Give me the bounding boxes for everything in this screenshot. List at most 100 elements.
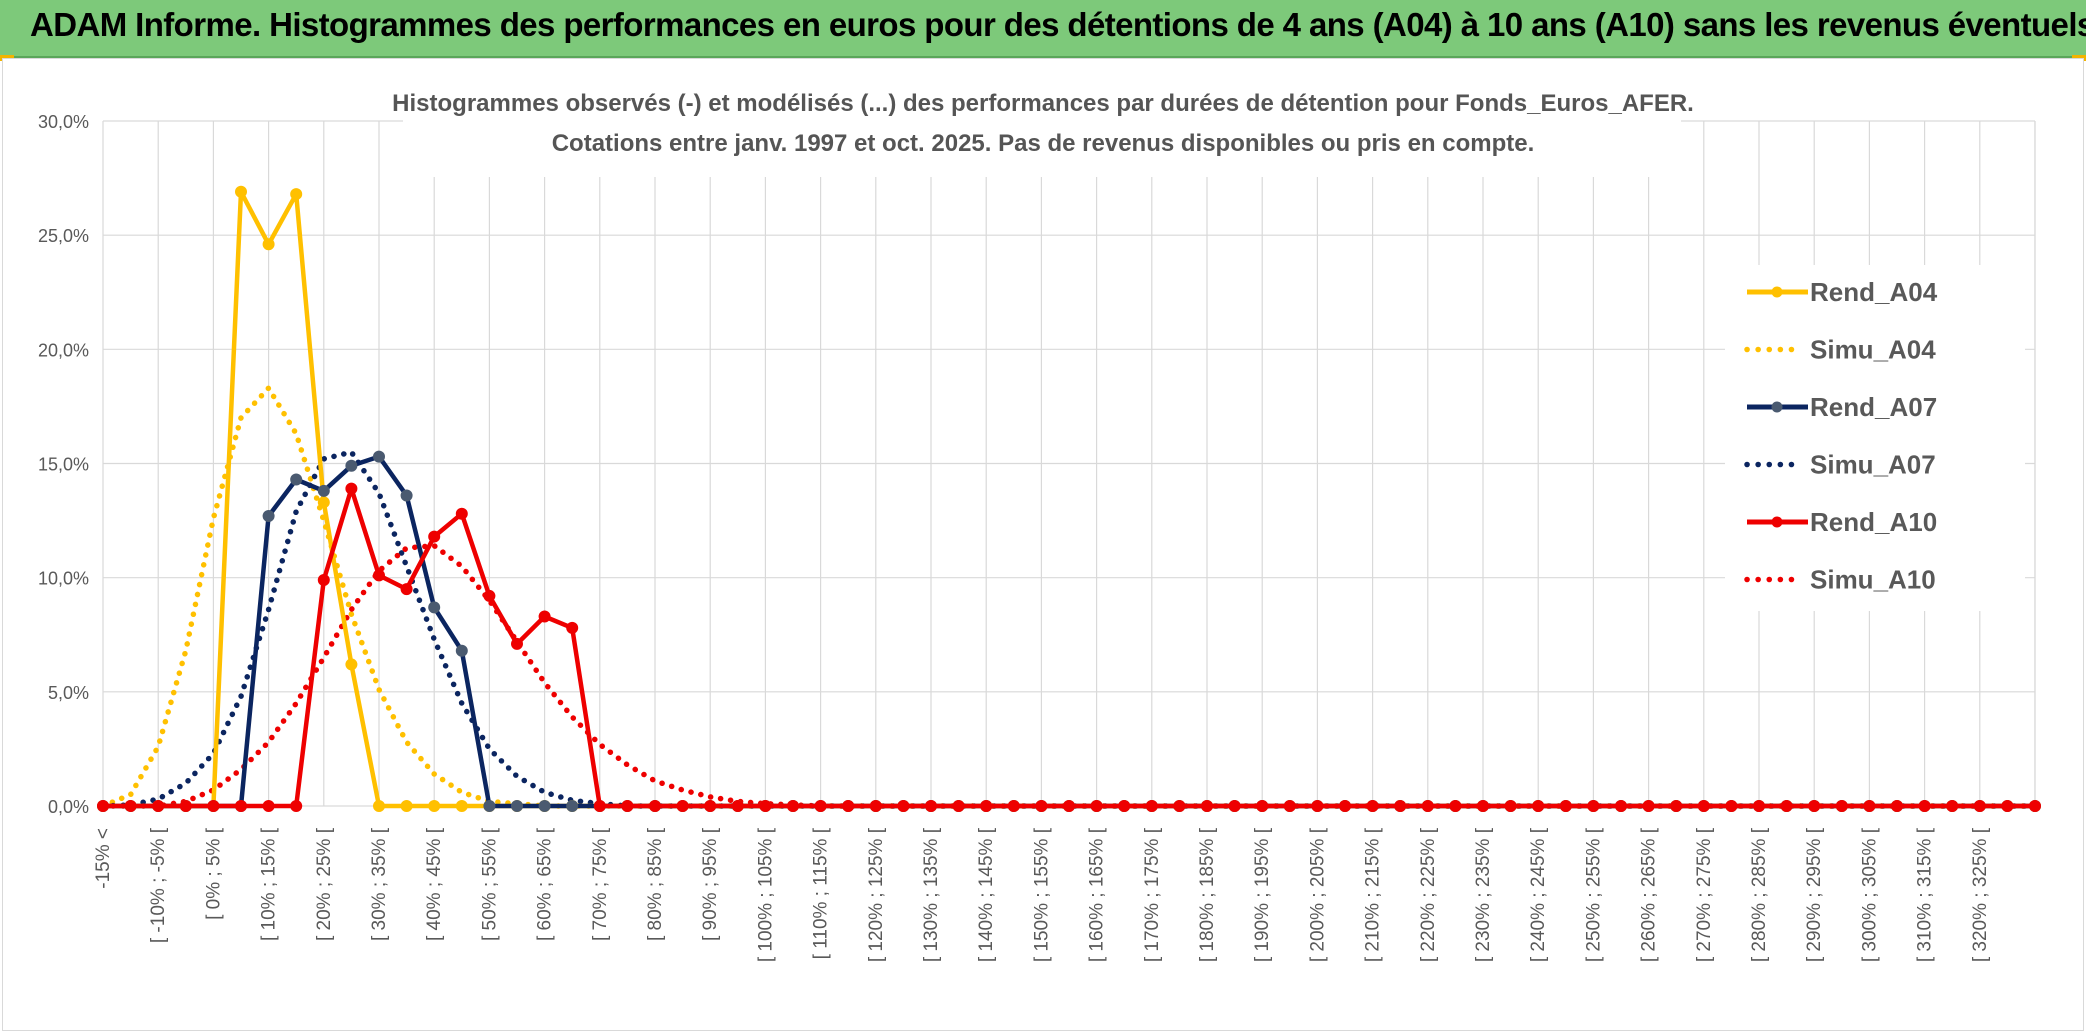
data-point: [621, 800, 634, 812]
chart-subtitle: Cotations entre janv. 1997 et oct. 2025.…: [552, 130, 1535, 157]
legend-item: Rend_A04: [1747, 277, 1938, 307]
x-tick-label: [ 220% ; 225% [: [1418, 827, 1439, 962]
data-point: [538, 800, 551, 812]
y-tick-label: 25,0%: [38, 226, 89, 246]
data-point: [373, 569, 385, 582]
data-point: [759, 800, 772, 812]
x-tick-label: [ 230% ; 235% [: [1473, 827, 1494, 962]
data-point: [566, 621, 579, 634]
data-point: [980, 800, 993, 812]
data-point: [1201, 800, 1213, 812]
data-point: [235, 185, 247, 198]
x-tick-label: [ 200% ; 205% [: [1307, 827, 1328, 962]
data-point: [1891, 800, 1903, 812]
x-tick-label: [ 180% ; 185% [: [1197, 827, 1218, 962]
data-point: [897, 800, 910, 812]
data-point: [1311, 800, 1324, 812]
data-point: [814, 800, 827, 812]
data-point: [1559, 800, 1572, 812]
y-tick-label: 0,0%: [48, 797, 89, 817]
data-point: [97, 800, 109, 812]
data-point: [262, 800, 275, 812]
data-point: [235, 800, 247, 812]
x-axis: -15% < [ -10% ; -5% [[ 0% ; 5% [[ 10% ; 1…: [93, 827, 1991, 962]
data-point: [262, 510, 275, 523]
legend-label: Rend_A07: [1810, 392, 1937, 422]
x-tick-label: [ 280% ; 285% [: [1749, 827, 1770, 962]
data-point: [483, 800, 496, 812]
x-tick-label: [ 190% ; 195% [: [1252, 827, 1273, 962]
data-point: [869, 800, 882, 812]
data-point: [1449, 800, 1462, 812]
x-tick-label: [ 120% ; 125% [: [866, 827, 887, 962]
data-point: [1670, 800, 1683, 812]
data-point: [676, 800, 689, 812]
data-point: [428, 800, 441, 812]
histogram-chart: 0,0% 5,0% 10,0% 15,0% 20,0% 25,0% 30,0% -15% <…: [38, 83, 2041, 962]
data-point: [317, 484, 330, 497]
y-axis: 0,0% 5,0% 10,0% 15,0% 20,0% 25,0% 30,0%: [38, 112, 89, 817]
data-point: [1973, 800, 1986, 812]
data-point: [400, 583, 413, 596]
legend-item: Simu_A10: [1744, 565, 1936, 595]
x-tick-label: [ 270% ; 275% [: [1694, 827, 1715, 962]
y-tick-label: 10,0%: [38, 569, 89, 589]
data-point: [345, 459, 358, 472]
legend-label: Rend_A10: [1810, 507, 1937, 537]
data-point: [290, 188, 303, 201]
legend-label: Simu_A04: [1810, 335, 1936, 365]
legend-marker: [1771, 516, 1783, 528]
x-tick-label: [ 90% ; 95% [: [700, 827, 721, 941]
x-tick-label: [ 310% ; 315% [: [1915, 827, 1936, 962]
data-point: [179, 800, 192, 812]
x-tick-label: -15% <: [93, 828, 114, 889]
x-tick-label: [ 290% ; 295% [: [1804, 827, 1825, 962]
data-point: [290, 473, 303, 486]
data-point: [1753, 800, 1765, 812]
x-tick-label: [ 170% ; 175% [: [1142, 827, 1163, 962]
legend: Rend_A04 Simu_A04 Rend_A07 Simu_A07 Rend_A10…: [1725, 265, 2025, 611]
data-point: [704, 800, 717, 812]
data-point: [1835, 800, 1848, 812]
data-point: [345, 482, 358, 495]
legend-marker: [1771, 286, 1783, 298]
x-tick-label: [ 60% ; 65% [: [535, 827, 556, 941]
data-point: [952, 800, 965, 812]
data-point: [1808, 800, 1821, 812]
data-point: [400, 489, 413, 502]
data-point: [124, 800, 137, 812]
data-point: [317, 573, 330, 586]
y-tick-label: 20,0%: [38, 340, 89, 360]
data-point: [1780, 800, 1793, 812]
x-tick-label: [ -10% ; -5% [: [148, 827, 169, 943]
data-point: [1421, 800, 1434, 812]
data-point: [428, 601, 441, 614]
chart-title-background: [403, 83, 1681, 177]
data-point: [373, 450, 385, 463]
data-point: [2029, 800, 2041, 812]
data-point: [1035, 800, 1048, 812]
data-point: [1532, 800, 1545, 812]
x-tick-label: [ 70% ; 75% [: [590, 827, 611, 941]
data-point: [483, 589, 496, 602]
y-tick-label: 15,0%: [38, 455, 89, 475]
data-point: [1946, 800, 1959, 812]
chart-area: 0,0% 5,0% 10,0% 15,0% 20,0% 25,0% 30,0% -15% <…: [2, 58, 2084, 1031]
data-point: [290, 800, 303, 812]
series-rend-a10: [97, 482, 2041, 812]
data-point: [1366, 800, 1379, 812]
data-point: [925, 800, 937, 812]
data-point: [1863, 800, 1876, 812]
data-point: [262, 238, 275, 251]
data-point: [400, 800, 413, 812]
x-tick-label: [ 150% ; 155% [: [1031, 827, 1052, 962]
x-tick-label: [ 160% ; 165% [: [1087, 827, 1108, 962]
data-point: [1587, 800, 1600, 812]
data-point: [511, 637, 523, 650]
report-banner: ADAM Informe. Histogrammes des performan…: [0, 0, 2086, 58]
data-point: [1145, 800, 1158, 812]
data-point: [317, 496, 330, 509]
data-point: [1256, 800, 1269, 812]
x-tick-label: [ 210% ; 215% [: [1363, 827, 1384, 962]
x-tick-label: [ 20% ; 25% [: [314, 827, 335, 941]
